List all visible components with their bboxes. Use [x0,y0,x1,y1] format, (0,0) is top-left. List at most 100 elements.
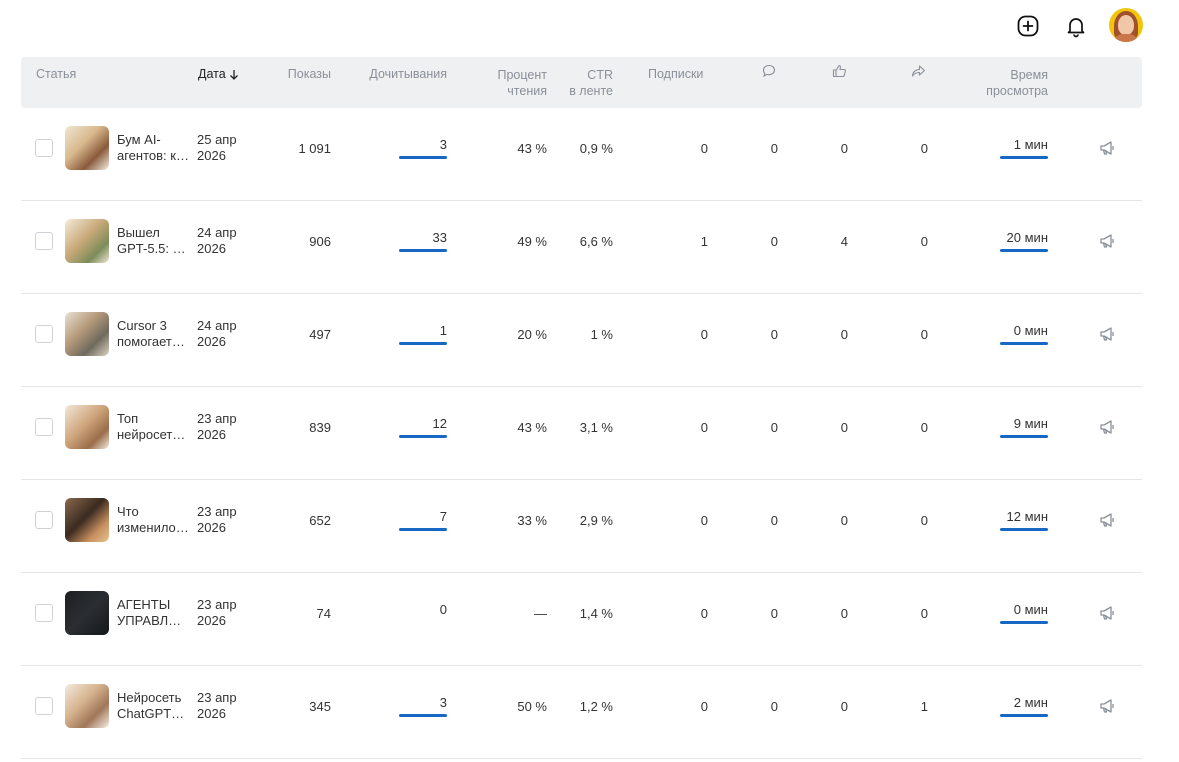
article-thumbnail[interactable] [65,312,109,356]
row-checkbox[interactable] [35,604,53,623]
column-impressions[interactable]: Показы [287,67,331,81]
article-date-year: 2026 [197,520,226,535]
ctr-value: 2,9 % [579,513,613,528]
impressions-value: 652 [309,513,331,528]
article-title[interactable]: Cursor 3 помогает… [117,318,189,350]
article-thumbnail[interactable] [65,498,109,542]
view-time-bar [1000,342,1048,345]
article-date-day: 24 апр [197,225,237,240]
article-thumbnail[interactable] [65,591,109,635]
article-title-line2: УПРАВЛЯ… [117,613,189,628]
impressions-value: 839 [309,420,331,435]
read-through-bar [399,249,447,252]
read-through-value: 12 [432,416,447,431]
likes-value: 0 [840,141,848,156]
promote-button[interactable] [1098,231,1118,251]
user-avatar[interactable] [1109,8,1143,42]
article-title[interactable]: Бум AI-агентов: к… [117,132,189,164]
read-percent-value: 50 % [517,699,547,714]
impressions-value: 497 [309,327,331,342]
article-title[interactable]: Нейросеть ChatGPT… [117,690,189,722]
article-title[interactable]: АГЕНТЫ УПРАВЛЯ… [117,597,189,629]
article-title-line2: нейросете… [117,427,189,442]
row-checkbox[interactable] [35,232,53,251]
impressions-value: 906 [309,234,331,249]
promote-button[interactable] [1098,510,1118,530]
view-time-bar [1000,156,1048,159]
promote-button[interactable] [1098,696,1118,716]
row-checkbox[interactable] [35,325,53,344]
column-article[interactable]: Статья [36,67,77,81]
table-row[interactable]: Вышел GPT-5.5: к… 24 апр 2026 906 33 49 % 6,6 %… [21,201,1142,294]
bell-icon [1067,18,1085,38]
table-row[interactable]: АГЕНТЫ УПРАВЛЯ… 23 апр 2026 74 0—1,4 % 0 0 0 0 0 м… [21,573,1142,666]
article-date-year: 2026 [197,334,226,349]
article-thumbnail[interactable] [65,126,109,170]
table-row[interactable]: Cursor 3 помогает… 24 апр 2026 497 1 20 % 1 % 0 0… [21,294,1142,387]
article-title[interactable]: Топ нейросете… [117,411,189,443]
column-comments[interactable] [762,64,776,78]
comments-value: 0 [770,327,778,342]
read-through-value: 1 [439,323,447,338]
view-time-value: 9 мин [1013,416,1048,431]
column-ctr-line2: в ленте [569,84,613,98]
article-title-line2: изменило… [117,520,189,535]
read-through-bar [399,528,447,531]
ctr-value: 1,2 % [579,699,613,714]
article-date: 25 апр 2026 [197,132,237,164]
row-checkbox[interactable] [35,418,53,437]
row-checkbox[interactable] [35,697,53,716]
ctr-value: 1 % [590,327,613,342]
notifications-button[interactable] [1060,10,1092,42]
arrow-down-icon [229,69,238,80]
promote-button[interactable] [1098,324,1118,344]
promote-button[interactable] [1098,603,1118,623]
row-checkbox[interactable] [35,139,53,158]
read-through-bar [399,342,447,345]
table-row[interactable]: Нейросеть ChatGPT… 23 апр 2026 345 3 50 % 1,2 %… [21,666,1142,759]
column-likes[interactable] [832,64,847,78]
article-date-day: 25 апр [197,132,237,147]
subscriptions-value: 1 [700,234,708,249]
article-date-day: 23 апр [197,597,237,612]
article-title-line1: Топ [117,411,139,426]
article-title-line1: АГЕНТЫ [117,597,171,612]
column-ctr[interactable]: CTR в ленте [551,67,613,99]
subscriptions-value: 0 [700,420,708,435]
article-title-line2: GPT-5.5: к… [117,241,189,256]
table-row[interactable]: Что изменило… 23 апр 2026 652 7 33 % 2,9 % 0 0 0 0 1… [21,480,1142,573]
article-thumbnail[interactable] [65,405,109,449]
article-title[interactable]: Что изменило… [117,504,189,536]
ctr-value: 1,4 % [579,606,613,621]
subscriptions-value: 0 [700,513,708,528]
megaphone-icon [1100,141,1114,155]
shares-value: 0 [920,327,928,342]
promote-button[interactable] [1098,417,1118,437]
likes-value: 0 [840,606,848,621]
article-thumbnail[interactable] [65,684,109,728]
read-percent-value: 20 % [517,327,547,342]
article-thumbnail[interactable] [65,219,109,263]
table-row[interactable]: Бум AI-агентов: к… 25 апр 2026 1 091 3 43 % 0,… [21,108,1142,201]
promote-button[interactable] [1098,138,1118,158]
shares-value: 0 [920,513,928,528]
view-time-value: 2 мин [1013,695,1048,710]
column-subscriptions[interactable]: Подписки [648,67,704,81]
article-title-line2: агентов: к… [117,148,189,163]
column-read-percent[interactable]: Процент чтения [481,67,548,99]
likes-value: 0 [840,513,848,528]
add-publication-button[interactable] [1012,10,1044,42]
article-title-line1: Нейросеть [117,690,182,705]
read-through-value: 33 [432,230,447,245]
view-time-value: 12 мин [1006,509,1048,524]
table-row[interactable]: Топ нейросете… 23 апр 2026 839 12 43 % 3,1 % 0 0 0… [21,387,1142,480]
column-shares[interactable] [911,64,926,78]
row-checkbox[interactable] [35,511,53,530]
article-date-year: 2026 [197,148,226,163]
column-view-time[interactable]: Время просмотра [961,67,1048,99]
column-date-sort[interactable]: Дата [198,66,239,82]
subscriptions-value: 0 [700,327,708,342]
article-title[interactable]: Вышел GPT-5.5: к… [117,225,189,257]
shares-value: 0 [920,141,928,156]
column-read-through[interactable]: Дочитывания [369,67,447,81]
